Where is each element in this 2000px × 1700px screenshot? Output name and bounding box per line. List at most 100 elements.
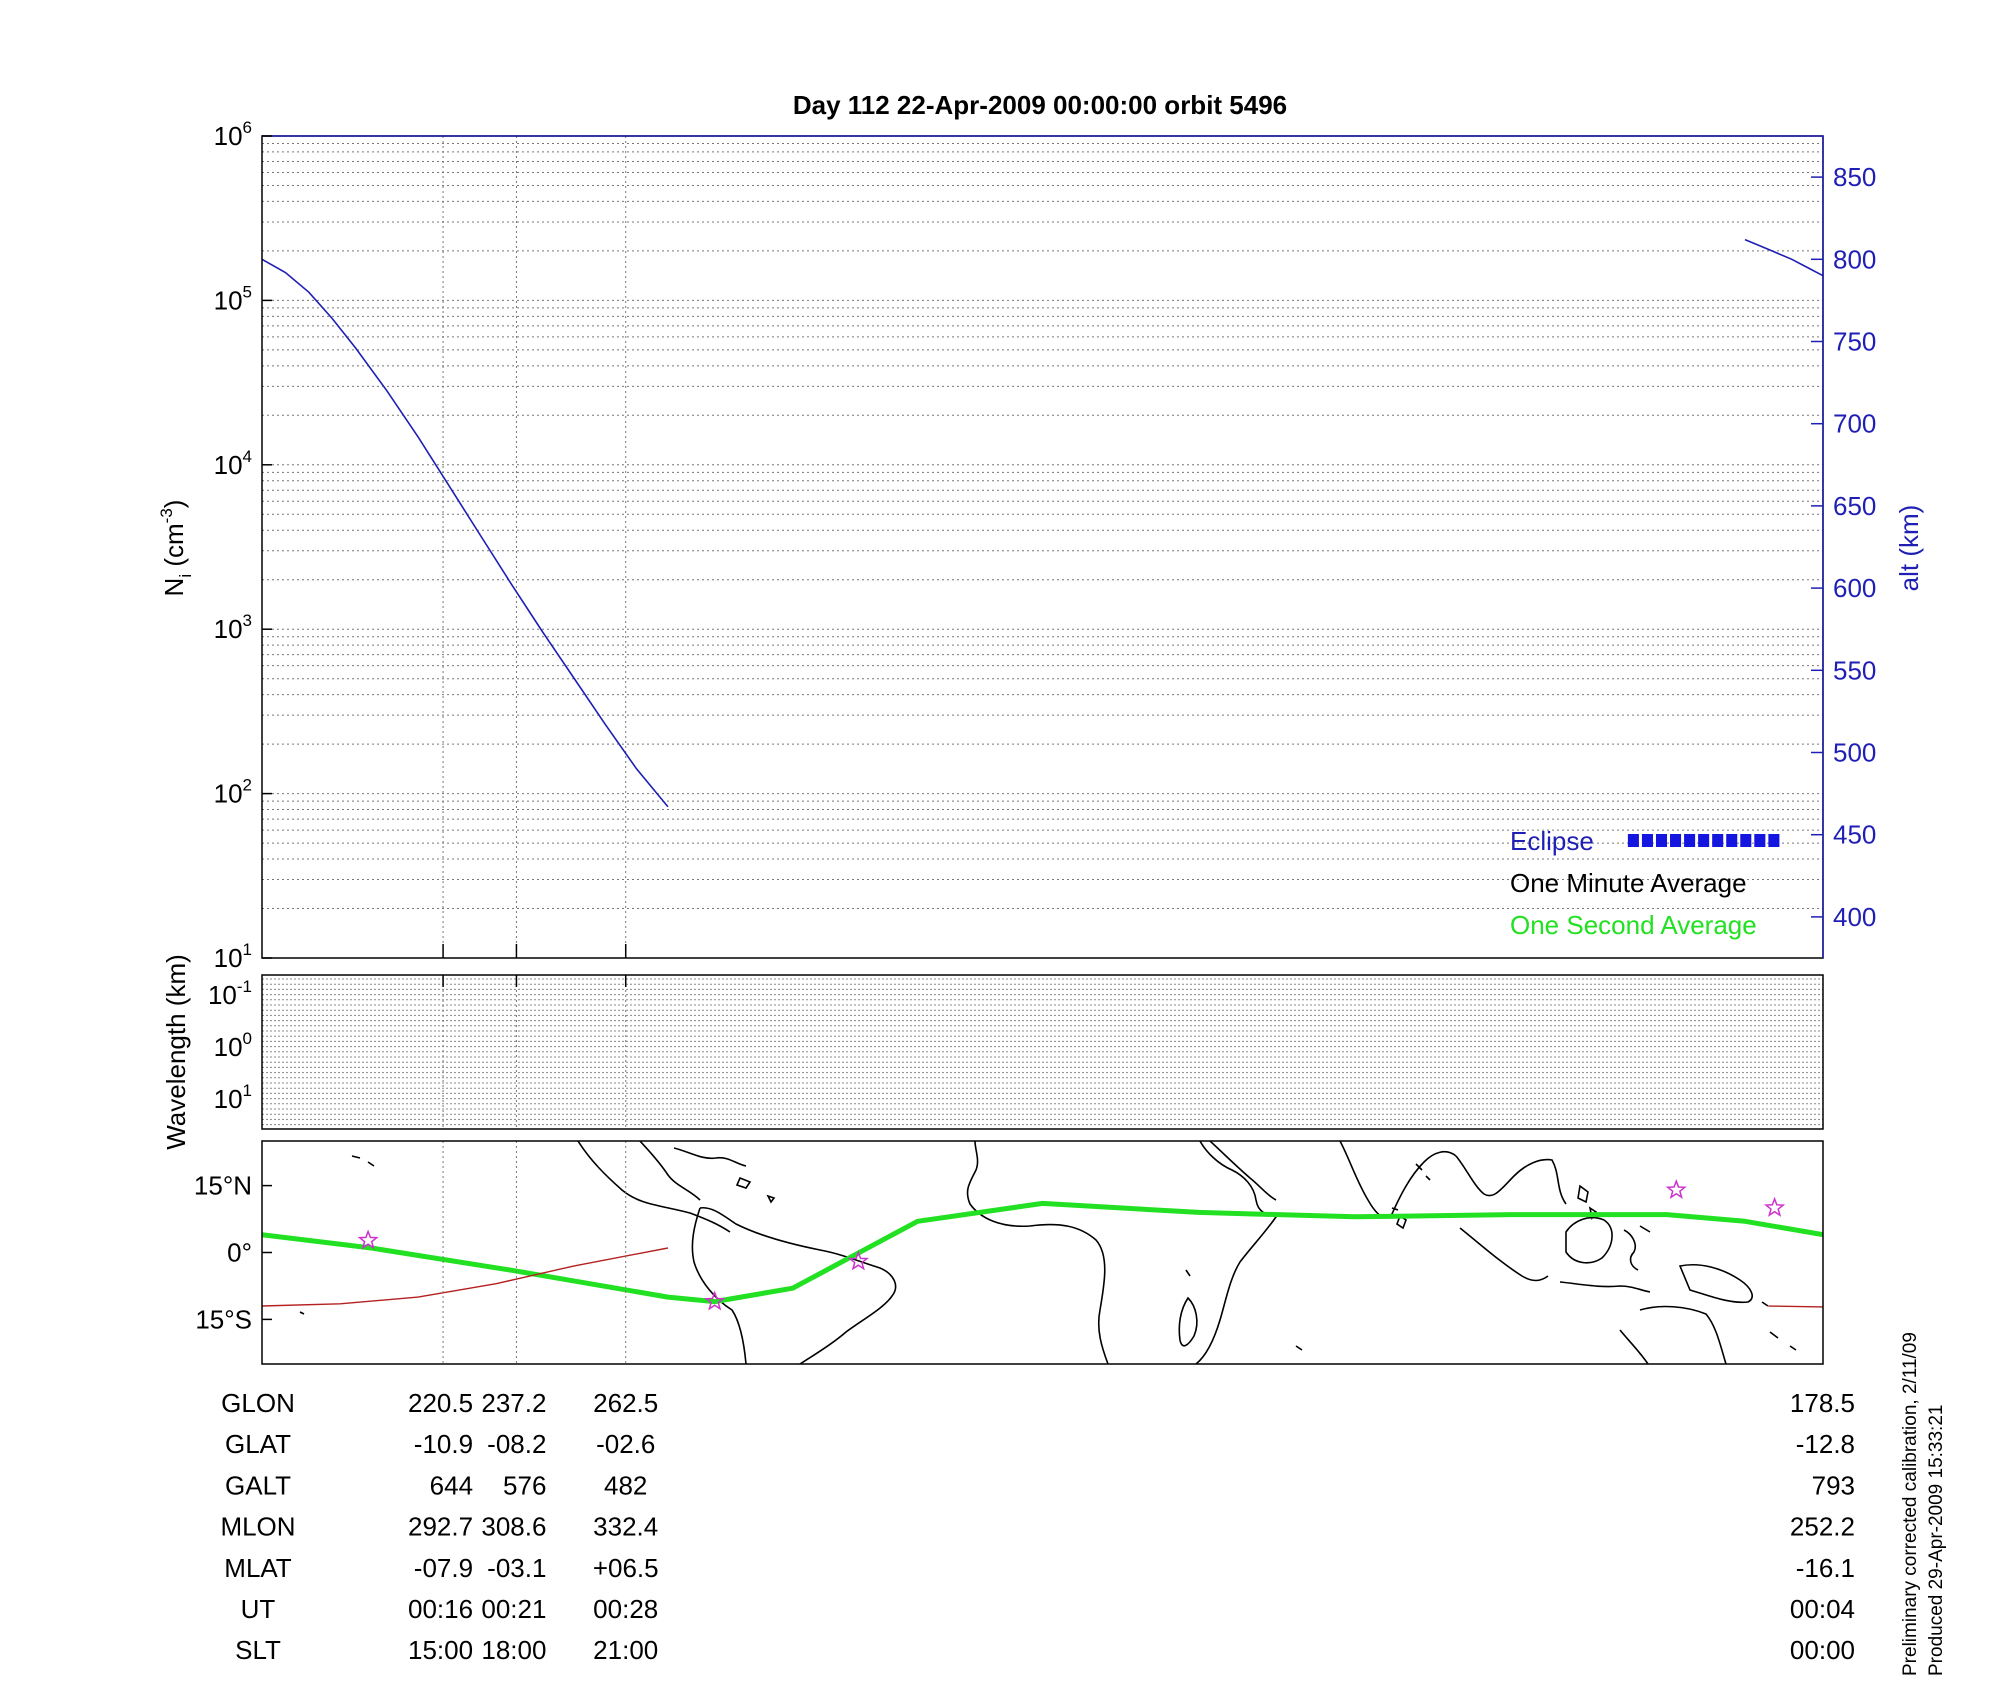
orbit-cell: 237.2 xyxy=(481,1388,546,1418)
legend-one-second-label: One Second Average xyxy=(1510,910,1757,940)
altitude-tick-label: 650 xyxy=(1833,491,1876,521)
density-y-label-unit-exp: -3 xyxy=(157,508,176,523)
orbit-cell: 644 xyxy=(430,1470,473,1500)
star-marker xyxy=(357,1229,379,1250)
orbit-cell: 18:00 xyxy=(481,1635,546,1665)
orbit-cell: +06.5 xyxy=(593,1553,659,1583)
legend: Eclipse One Minute Average One Second Av… xyxy=(1510,826,1780,940)
footer-calibration-note: Preliminary corrected calibration, 2/11/… xyxy=(1900,1332,1921,1676)
coastline-small-islands xyxy=(299,1155,1303,1351)
orbit-cell: 576 xyxy=(503,1470,546,1500)
eclipse-segment xyxy=(1684,834,1696,847)
wavelength-y-axis-label: Wavelength (km) xyxy=(161,954,191,1150)
wavelength-y-tick-label: 10-1 xyxy=(208,977,252,1010)
orbit-cell: 21:00 xyxy=(593,1635,658,1665)
orbit-cell: 00:21 xyxy=(481,1594,546,1624)
coastline-red-sea xyxy=(1209,1141,1277,1201)
density-grid xyxy=(262,136,1823,958)
wavelength-y-ticks: 10-1 100 101 xyxy=(208,977,252,1114)
eclipse-segment xyxy=(1655,834,1668,847)
orbit-cell: 252.2 xyxy=(1790,1512,1855,1542)
density-y-tick-label: 106 xyxy=(214,118,252,151)
eclipse-segment xyxy=(1641,834,1653,847)
altitude-tick-label: 450 xyxy=(1833,820,1876,850)
coastline-sulawesi xyxy=(1623,1225,1651,1271)
map-y-tick-label: 15°N xyxy=(194,1171,252,1201)
legend-eclipse-label: Eclipse xyxy=(1510,826,1594,856)
coastline-australia xyxy=(1619,1305,1727,1364)
coastline-sumatra xyxy=(1459,1227,1549,1282)
eclipse-segment xyxy=(1740,834,1752,847)
coastline-java xyxy=(1559,1281,1651,1293)
footer-produced-date: Produced 29-Apr-2009 15:33:21 xyxy=(1926,1405,1947,1676)
orbit-cell: 332.4 xyxy=(593,1512,658,1542)
orbit-cell: 793 xyxy=(1812,1470,1855,1500)
orbit-cell: 00:00 xyxy=(1790,1635,1855,1665)
altitude-axis-label: alt (km) xyxy=(1894,505,1924,592)
altitude-tick-label: 550 xyxy=(1833,655,1876,685)
coastline-southeast-asia xyxy=(1455,1155,1567,1205)
map-x-ticks xyxy=(442,1141,627,1364)
map-y-tick-label: 0° xyxy=(227,1238,252,1268)
wavelength-grid xyxy=(262,975,1823,1129)
orbit-row-label: GLAT xyxy=(225,1429,291,1459)
altitude-tick-label: 800 xyxy=(1833,244,1876,274)
orbit-cell: 482 xyxy=(604,1470,647,1500)
orbit-cell: 15:00 xyxy=(408,1635,473,1665)
star-marker xyxy=(1665,1178,1687,1200)
coastline-islands-caribbean xyxy=(735,1176,776,1204)
altitude-tick-label: 600 xyxy=(1833,573,1876,603)
star-marker xyxy=(704,1290,726,1311)
eclipse-segment xyxy=(1670,834,1682,847)
orbit-cell: -02.6 xyxy=(596,1429,655,1459)
orbit-cell: 00:16 xyxy=(408,1594,473,1624)
density-y-tick-label: 103 xyxy=(214,611,252,644)
eclipse-segment xyxy=(1754,834,1766,847)
density-y-tick-label: 102 xyxy=(214,776,252,809)
orbit-row-label: MLON xyxy=(220,1512,295,1542)
map-plot-frame xyxy=(261,1140,1824,1365)
coastline-mexico-gulf xyxy=(639,1141,701,1201)
orbit-cell: 220.5 xyxy=(408,1388,473,1418)
coastline-borneo xyxy=(1565,1216,1613,1264)
orbit-cell: 292.7 xyxy=(408,1512,473,1542)
map-markers xyxy=(357,1178,1786,1311)
coastline-africa-east xyxy=(1195,1141,1280,1364)
orbit-table: GLON GLAT GALT MLON MLAT UT SLT 220.5 -10.9 644 29… xyxy=(220,1388,1855,1665)
wavelength-y-tick-label: 100 xyxy=(214,1029,252,1062)
coastline-south-america-west xyxy=(691,1207,747,1364)
altitude-tick-label: 700 xyxy=(1833,409,1876,439)
density-panel: 106 105 104 103 102 101 850 800 750 700 650 600 550… xyxy=(157,118,1924,973)
coastline-india xyxy=(1339,1141,1457,1218)
coastline-africa-west xyxy=(966,1141,1109,1364)
orbit-cell: 00:04 xyxy=(1790,1594,1855,1624)
magnetic-equator-tail xyxy=(1768,1305,1823,1308)
chart-title: Day 112 22-Apr-2009 00:00:00 orbit 5496 xyxy=(793,90,1287,120)
eclipse-segment xyxy=(1768,834,1780,847)
orbit-cell: -10.9 xyxy=(414,1429,473,1459)
density-y-label-sub: i xyxy=(176,574,195,578)
map-series xyxy=(262,1200,1823,1308)
coastline-arabian-sea-islands xyxy=(1391,1163,1431,1211)
density-y-label-main: N xyxy=(159,578,189,597)
density-y-tick-label: 104 xyxy=(214,447,252,480)
orbit-cell: -12.8 xyxy=(1796,1429,1855,1459)
wavelength-plot-frame xyxy=(261,974,1824,1130)
wavelength-panel: 10-1 100 101 Wavelength (km) xyxy=(161,954,1824,1150)
orbit-row-label: MLAT xyxy=(224,1553,292,1583)
orbit-row-label: UT xyxy=(241,1594,276,1624)
eclipse-segments xyxy=(1627,834,1780,847)
orbit-row-label: GLON xyxy=(221,1388,295,1418)
star-marker xyxy=(1763,1196,1786,1217)
altitude-y-ticks: 850 800 750 700 650 600 550 500 450 400 xyxy=(1811,162,1876,932)
coastline-central-america xyxy=(577,1141,731,1233)
orbit-row-label: GALT xyxy=(225,1470,291,1500)
altitude-series xyxy=(261,238,1824,808)
altitude-tick-label: 400 xyxy=(1833,902,1876,932)
coastline-madagascar xyxy=(1178,1296,1198,1347)
map-y-tick-label: 15°S xyxy=(195,1304,252,1334)
eclipse-segment xyxy=(1726,834,1738,847)
density-y-axis-label: Ni (cm-3) xyxy=(157,500,195,597)
orbit-cell: -07.9 xyxy=(414,1553,473,1583)
